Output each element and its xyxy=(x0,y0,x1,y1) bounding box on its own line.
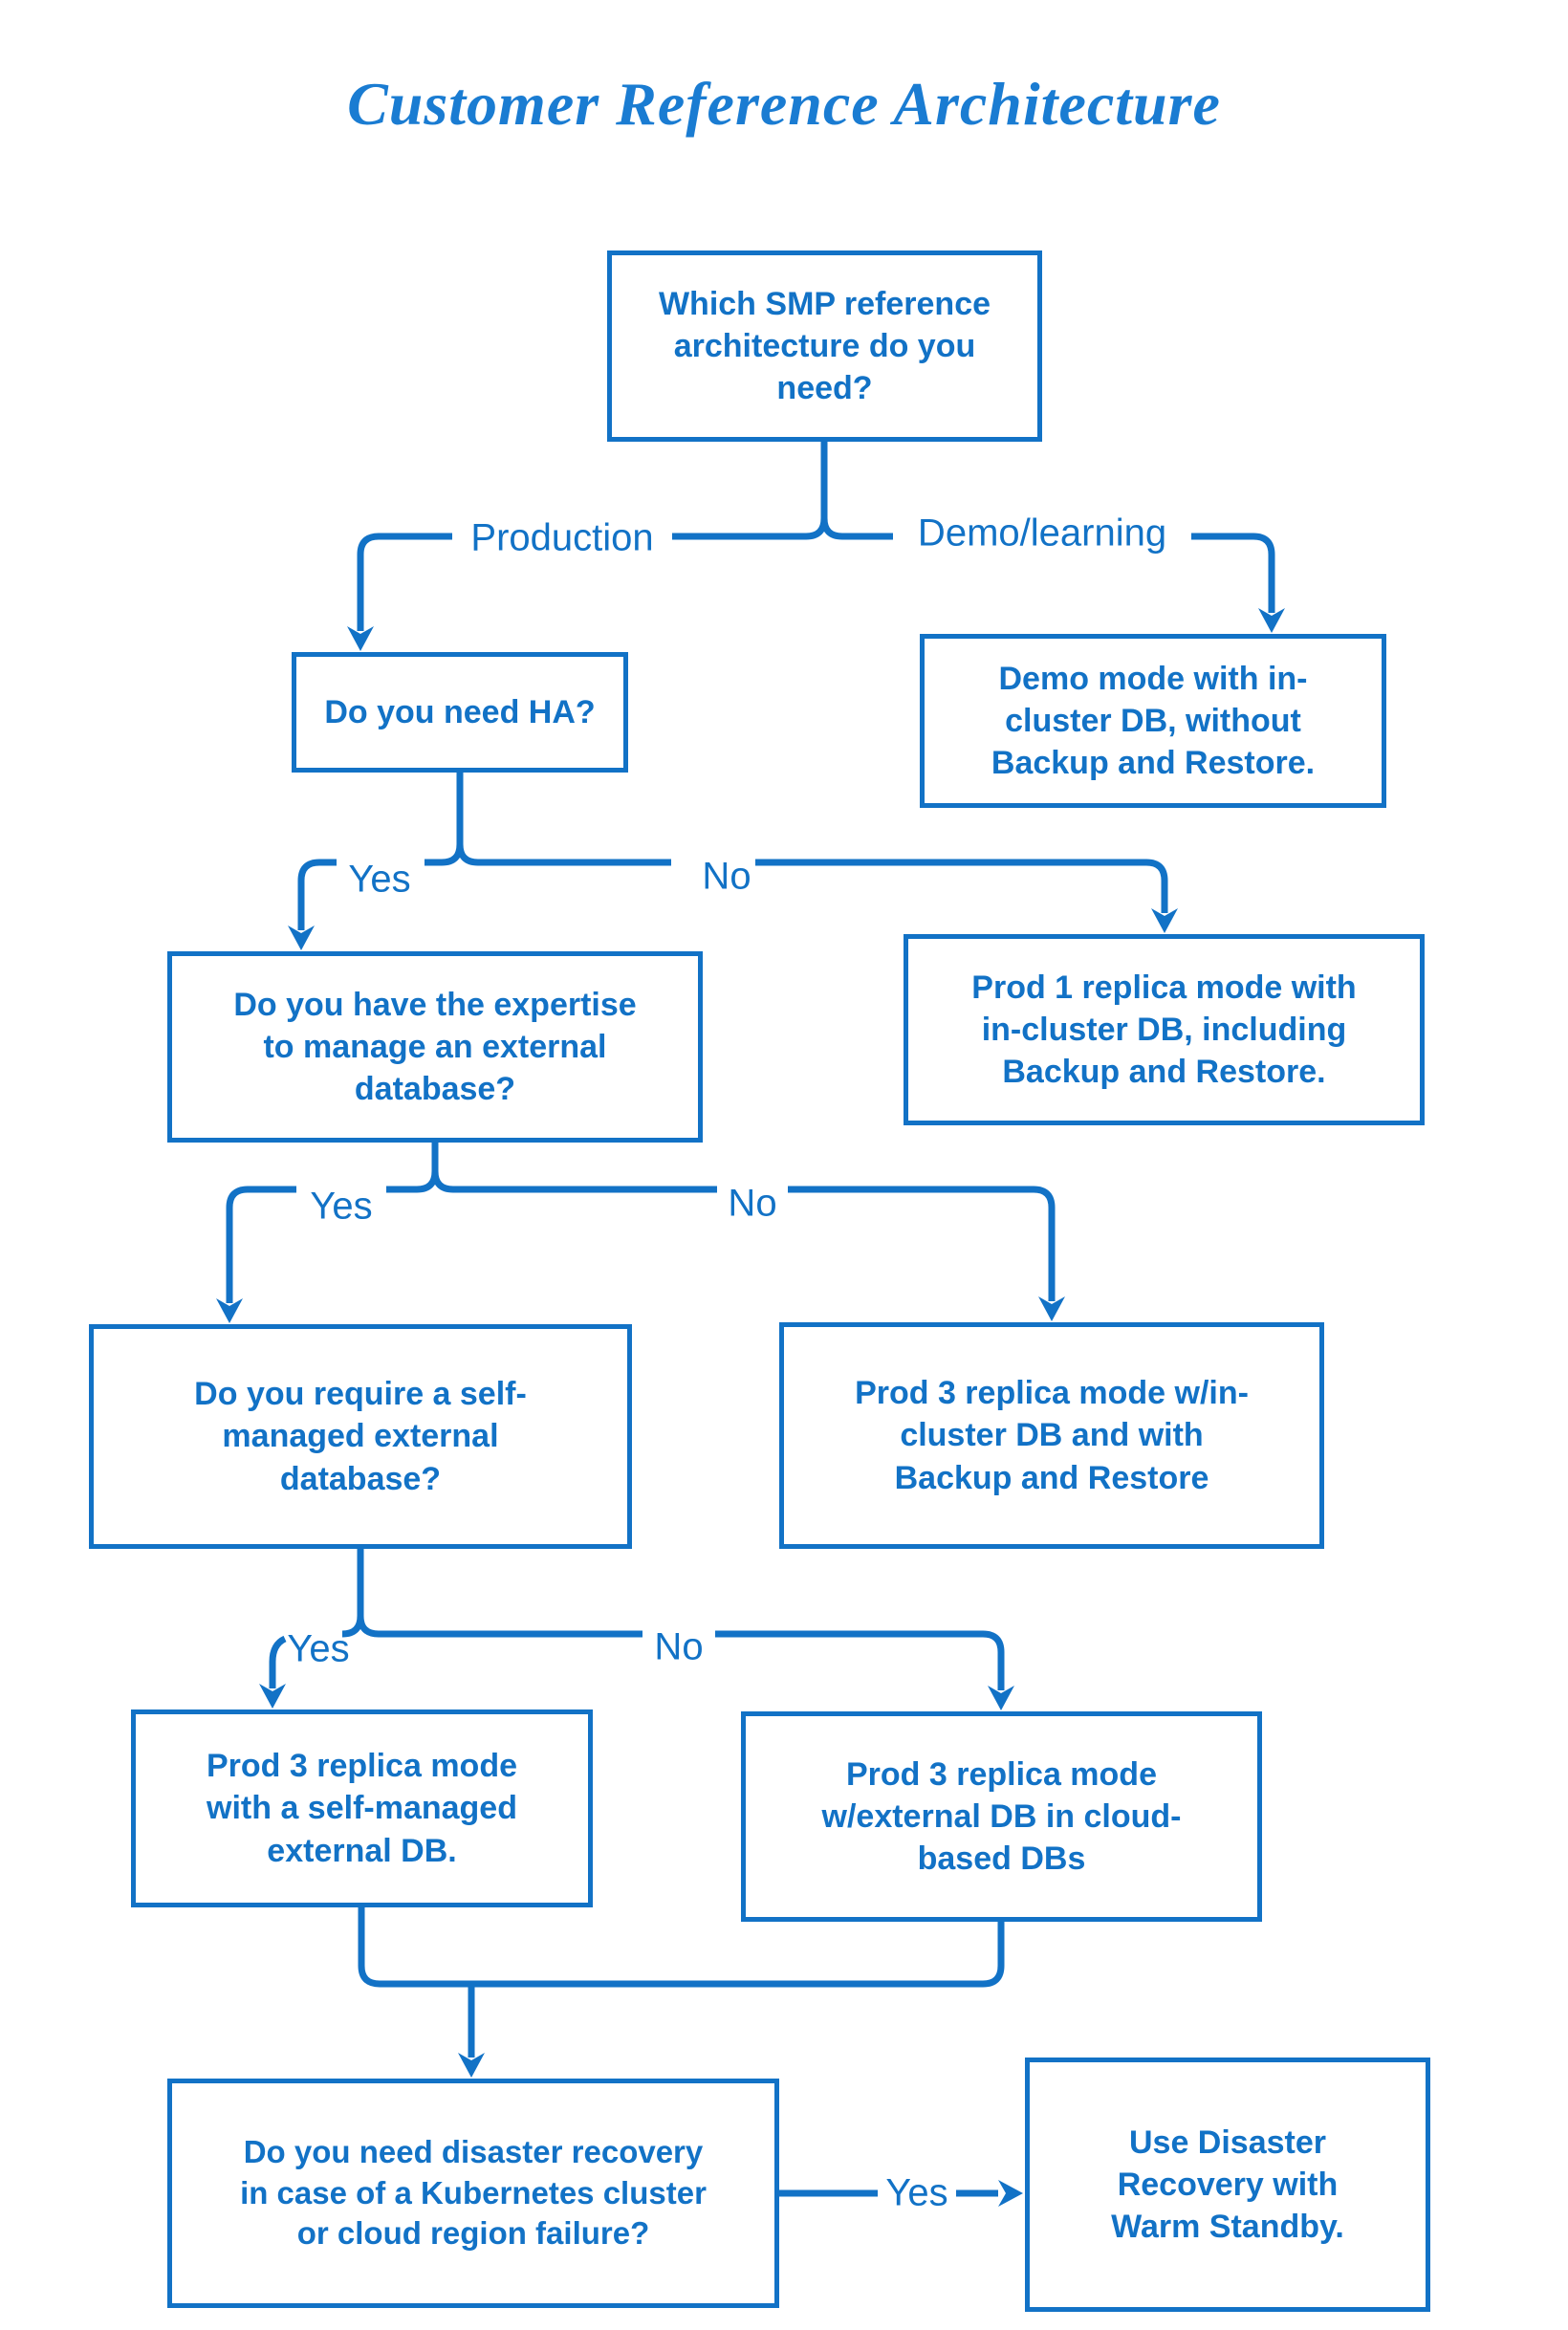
node-need-ha: Do you need HA? xyxy=(292,652,628,773)
edge-label-yes: Yes xyxy=(885,2171,948,2214)
connector-line xyxy=(788,1186,1056,1301)
connector-line xyxy=(471,1922,1005,1988)
node-prod1-replica: Prod 1 replica mode with in-cluster DB, … xyxy=(904,934,1425,1125)
edge-label-no: No xyxy=(728,1182,777,1225)
node-text: Prod 3 replica mode w/external DB in clo… xyxy=(821,1755,1182,1878)
connector-line xyxy=(226,1186,296,1303)
node-self-managed-question: Do you require a self- managed external … xyxy=(89,1324,632,1549)
arrowhead-down xyxy=(288,925,315,950)
edge-label-yes: Yes xyxy=(348,858,411,901)
node-disaster-recovery-question: Do you need disaster recovery in case of… xyxy=(167,2079,779,2308)
arrowhead-down xyxy=(1258,608,1285,633)
connector-line xyxy=(358,1907,471,1988)
node-text: Do you have the expertise to manage an e… xyxy=(233,986,637,1108)
arrowhead-down xyxy=(1151,908,1178,933)
node-text: Use Disaster Recovery with Warm Standby. xyxy=(1111,2123,1344,2246)
connector-line xyxy=(715,1630,1005,1690)
connector-line xyxy=(456,843,671,866)
edge-label-production: Production xyxy=(470,516,654,559)
arrowhead-right xyxy=(998,2180,1023,2207)
connector-line xyxy=(755,859,1168,913)
connector-line xyxy=(386,1143,439,1193)
node-which-architecture: Which SMP reference architecture do you … xyxy=(607,250,1042,442)
arrowhead-down xyxy=(988,1686,1014,1710)
edge-label-yes: Yes xyxy=(287,1627,350,1670)
node-prod3-incluster: Prod 3 replica mode w/in- cluster DB and… xyxy=(779,1322,1324,1549)
connector-line xyxy=(357,1615,642,1638)
connector-line xyxy=(425,773,464,866)
node-demo-mode: Demo mode with in- cluster DB, without B… xyxy=(920,634,1386,808)
connector-line xyxy=(672,442,828,540)
node-text: Do you require a self- managed external … xyxy=(194,1376,527,1497)
connector-line xyxy=(357,533,452,631)
node-text: Prod 1 replica mode with in-cluster DB, … xyxy=(971,969,1357,1091)
arrowhead-down xyxy=(259,1684,286,1709)
node-warm-standby: Use Disaster Recovery with Warm Standby. xyxy=(1025,2058,1430,2312)
connector-line xyxy=(269,1635,287,1688)
arrowhead-down xyxy=(1038,1296,1065,1321)
node-prod3-cloud: Prod 3 replica mode w/external DB in clo… xyxy=(741,1711,1262,1922)
arrowhead-down xyxy=(347,626,374,651)
page-title: Customer Reference Architecture xyxy=(347,70,1221,138)
node-text: Do you need disaster recovery in case of… xyxy=(240,2133,707,2252)
edge-label-demo-learning: Demo/learning xyxy=(917,512,1167,555)
connector-line xyxy=(820,517,893,540)
connector-line xyxy=(297,859,337,930)
node-text: Demo mode with in- cluster DB, without B… xyxy=(991,660,1316,782)
node-text: Which SMP reference architecture do you … xyxy=(658,285,991,407)
edge-label-no: No xyxy=(654,1625,704,1668)
node-text: Do you need HA? xyxy=(324,693,596,730)
connector-line xyxy=(1191,533,1275,613)
node-text: Prod 3 replica mode with a self-managed … xyxy=(207,1748,517,1869)
arrowhead-down xyxy=(458,2053,485,2078)
node-prod3-self-managed: Prod 3 replica mode with a self-managed … xyxy=(131,1709,593,1907)
node-text: Prod 3 replica mode w/in- cluster DB and… xyxy=(855,1375,1249,1496)
node-expertise-question: Do you have the expertise to manage an e… xyxy=(167,951,703,1143)
arrowhead-down xyxy=(216,1298,243,1323)
edge-label-yes: Yes xyxy=(310,1185,373,1228)
edge-label-no: No xyxy=(702,855,751,898)
connector-line xyxy=(431,1170,717,1193)
